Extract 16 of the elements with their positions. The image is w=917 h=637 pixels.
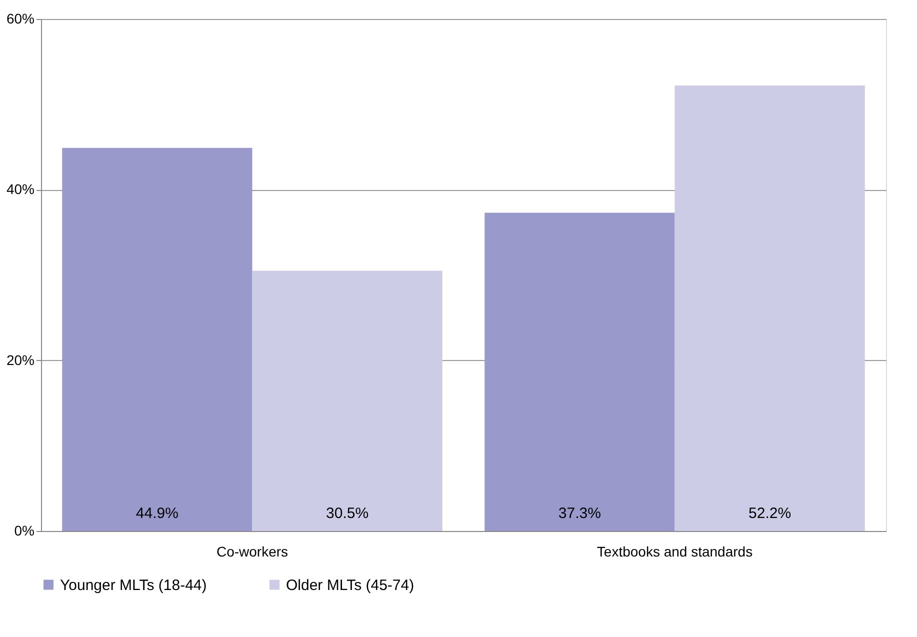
x-tick-label: Textbooks and standards (596, 544, 753, 560)
bar (484, 212, 675, 531)
legend-label: Younger MLTs (18-44) (60, 576, 207, 594)
x-tick-label: Co-workers (216, 544, 288, 560)
y-tick-label: 20% (6, 352, 34, 368)
data-label: 52.2% (748, 505, 792, 522)
y-tick-label: 0% (14, 522, 34, 538)
legend-label: Older MLTs (45-74) (286, 576, 414, 594)
bar (674, 86, 865, 531)
data-label: 30.5% (326, 505, 369, 522)
bar (62, 148, 252, 531)
data-label: 37.3% (558, 505, 601, 522)
bar (252, 270, 442, 531)
y-tick-label: 60% (6, 10, 34, 26)
data-label: 44.9% (136, 505, 178, 522)
y-tick-label: 40% (6, 181, 34, 198)
